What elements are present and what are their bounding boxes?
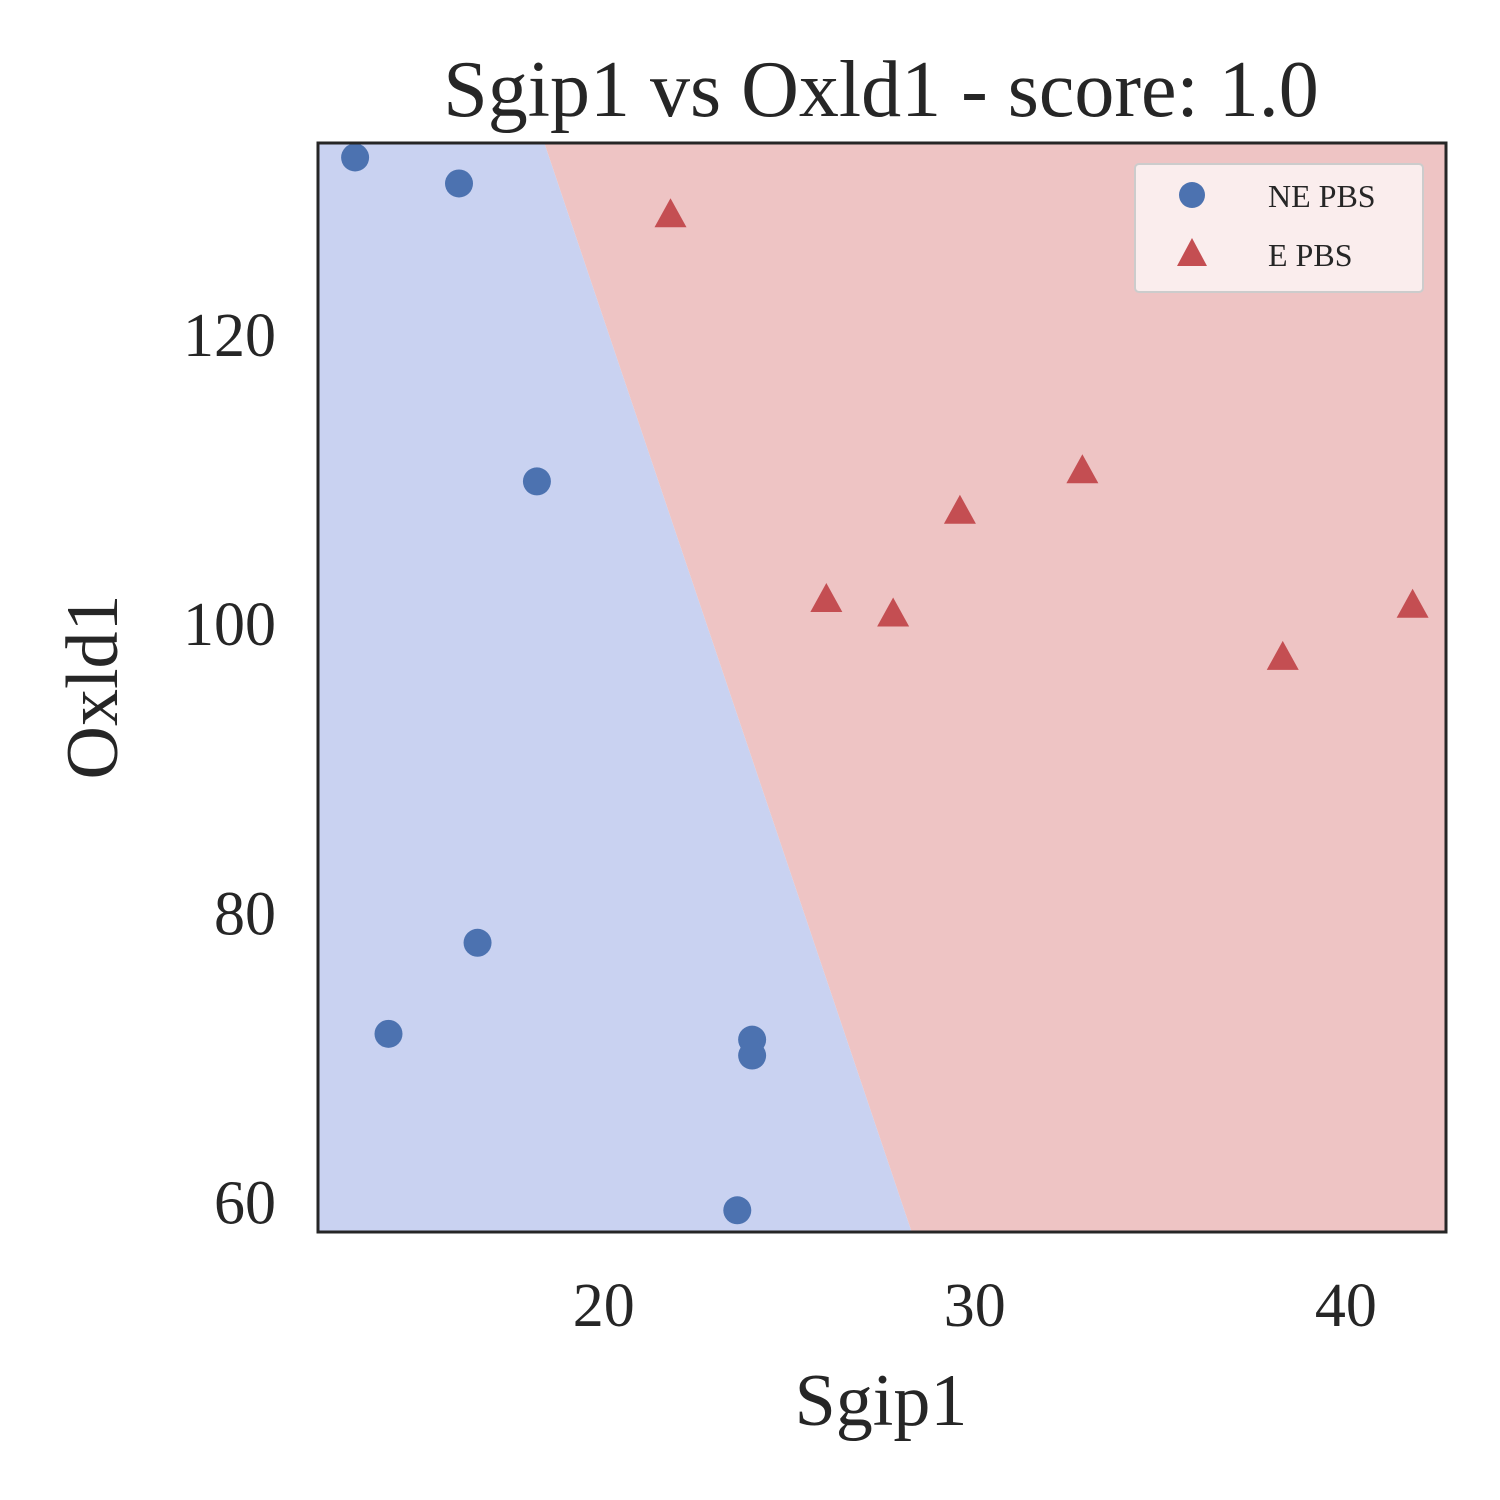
point-e-pbs-4 (943, 494, 976, 524)
y-tick-label-60: 60 (214, 1170, 276, 1238)
y-tick-label-80: 80 (214, 880, 276, 948)
point-ne-pbs-1 (341, 143, 370, 172)
y-axis-ticks: 60 80 100 120 (183, 302, 276, 1238)
region-e-pbs (544, 143, 1446, 1232)
point-ne-pbs-2 (445, 169, 473, 198)
point-ne-pbs-4 (463, 928, 492, 957)
point-ne-pbs-7 (738, 1041, 767, 1070)
x-tick-label-30: 30 (944, 1272, 1006, 1340)
x-axis-ticks: 20 30 40 (573, 1272, 1377, 1340)
plot-frame (316, 141, 1448, 1234)
y-tick-label-100: 100 (183, 591, 276, 659)
point-e-pbs-1 (654, 198, 687, 228)
chart-title: Sgip1 vs Oxld1 - score: 1.0 (443, 46, 1319, 134)
point-e-pbs-7 (1396, 588, 1429, 618)
point-ne-pbs-5 (374, 1019, 403, 1048)
point-e-pbs-6 (1266, 640, 1299, 670)
legend-label-ne-pbs: NE PBS (1268, 178, 1376, 214)
point-e-pbs-5 (1066, 454, 1099, 484)
point-ne-pbs-8 (723, 1196, 752, 1225)
y-tick-label-120: 120 (183, 302, 276, 370)
point-e-pbs-3 (877, 597, 910, 627)
y-axis-label: Oxld1 (52, 595, 134, 780)
legend-marker-e-pbs (1177, 238, 1207, 266)
point-ne-pbs-3 (522, 467, 551, 496)
x-axis-label: Sgip1 (795, 1360, 968, 1442)
point-e-pbs-2 (810, 583, 843, 613)
legend-marker-ne-pbs (1179, 182, 1205, 208)
plot-area (318, 143, 1446, 1232)
x-tick-label-40: 40 (1315, 1272, 1377, 1340)
region-ne-pbs (318, 143, 912, 1232)
x-tick-label-20: 20 (573, 1272, 635, 1340)
legend-box (1134, 163, 1424, 293)
legend-label-e-pbs: E PBS (1268, 237, 1352, 273)
data-points (341, 143, 1429, 1225)
legend: NE PBS E PBS (1134, 163, 1424, 293)
